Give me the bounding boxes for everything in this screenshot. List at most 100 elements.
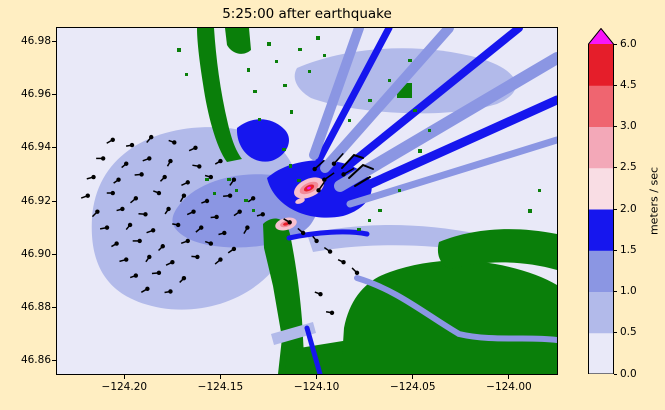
current-streak [354, 176, 371, 187]
drifter-dot [245, 225, 250, 230]
drifter-dot [168, 289, 173, 294]
velocity-ring [283, 222, 289, 226]
colorbar-label: meters / sec [647, 166, 661, 236]
drifter-dot [331, 161, 337, 166]
drifter-dot [168, 158, 173, 164]
x-tick-mark [508, 375, 510, 379]
land-speckle [205, 178, 209, 181]
drifter-dot [100, 156, 106, 161]
current-streak [320, 28, 454, 173]
drifter-dot [150, 228, 156, 233]
current-streak [286, 229, 370, 241]
drifter-dot [208, 241, 214, 246]
drifter-dot [197, 164, 202, 169]
colorbar-tick-label: 2.0 [620, 202, 637, 215]
land-speckle [428, 129, 431, 132]
land-speckle [418, 149, 422, 153]
land-speckle [348, 119, 351, 122]
colorbar-tick-label: 1.0 [620, 285, 637, 297]
drifter-dot [341, 172, 346, 177]
colorbar-outline [588, 28, 614, 374]
drifter-dot [110, 190, 115, 196]
y-tick-label: 46.94 [20, 141, 51, 154]
x-tick-label: −124.10 [293, 381, 340, 393]
drifter-dot [300, 230, 306, 236]
land-speckle [538, 189, 541, 192]
drifter-dot [181, 193, 187, 198]
land-speckle [282, 148, 286, 151]
colorbar-tick-label: 1.5 [620, 243, 637, 256]
x-tick-label: −124.05 [389, 381, 436, 393]
colorbar-tick-label: 0.5 [620, 326, 637, 339]
current-streak [348, 163, 374, 179]
drifter-dot [147, 156, 152, 161]
x-tick-mark [219, 375, 221, 379]
colorbar-tick-mark [614, 43, 617, 45]
north-spit-land [197, 28, 242, 162]
drifter-dot [114, 241, 119, 246]
drifter-dot [110, 137, 115, 142]
colorbar-tick-mark [614, 373, 617, 375]
land-speckle [290, 110, 293, 114]
colorbar-segment [588, 167, 614, 210]
drifter-dot [127, 222, 133, 228]
current-streak [341, 153, 364, 169]
current-streak [354, 275, 557, 343]
drifter-dot [316, 188, 321, 193]
land-speckle [297, 179, 301, 182]
land-speckle [378, 209, 382, 212]
land-speckle [252, 209, 255, 212]
colorbar-tick-label: 4.5 [620, 78, 637, 91]
north-spit-top-blob [225, 28, 251, 54]
y-tick-mark [52, 253, 56, 255]
drifter-dot [156, 190, 162, 196]
colorbar-tick-label: 0.0 [620, 367, 637, 380]
drifter-dot [237, 209, 242, 214]
drifter-dot [147, 254, 152, 260]
land-speckle [275, 60, 278, 63]
colorbar-segment [588, 85, 614, 127]
y-tick-mark [52, 306, 56, 308]
drifter-dot [143, 212, 148, 217]
high-velocity-spot [295, 198, 305, 204]
drifter-dot [214, 214, 219, 220]
drifter-dot [327, 249, 333, 254]
x-tick-mark [412, 375, 414, 379]
drifter-dot [312, 166, 317, 172]
land-speckle [413, 109, 417, 112]
drifter-dot [175, 222, 181, 228]
current-streak [346, 136, 557, 208]
drifter-dot [139, 172, 144, 177]
land-speckle [177, 48, 181, 52]
y-tick-mark [52, 147, 56, 149]
colorbar-segment [588, 126, 614, 169]
x-tick-label: −124.15 [197, 381, 244, 393]
drifter-dot [185, 180, 190, 185]
drifter-dot [354, 270, 360, 276]
y-tick-label: 46.92 [20, 194, 51, 207]
drifter-dot [199, 225, 204, 230]
drifter-dot [260, 212, 265, 217]
drifter-dot [95, 209, 100, 214]
drifter-dot [162, 174, 167, 180]
land-speckle [253, 90, 257, 93]
land-speckle [408, 59, 412, 62]
y-tick-mark [52, 360, 56, 362]
land-speckle [316, 36, 320, 40]
east-landmass [341, 260, 557, 374]
land-speckle [388, 79, 391, 82]
drifter-dot [149, 134, 154, 140]
drifter-dot [204, 198, 210, 204]
land-speckle [298, 48, 302, 51]
y-tick-label: 46.96 [20, 88, 51, 101]
drifter-dot [172, 140, 177, 145]
colorbar-tick-mark [614, 126, 617, 127]
current-streak [341, 95, 557, 200]
y-tick-label: 46.90 [20, 247, 51, 260]
current-streak [304, 325, 323, 374]
land-speckle [368, 99, 372, 102]
colorbar-gradient [588, 28, 614, 374]
velocity-heatmap [57, 28, 557, 374]
drifter-dot [133, 196, 139, 201]
drifter-dot [195, 254, 200, 260]
